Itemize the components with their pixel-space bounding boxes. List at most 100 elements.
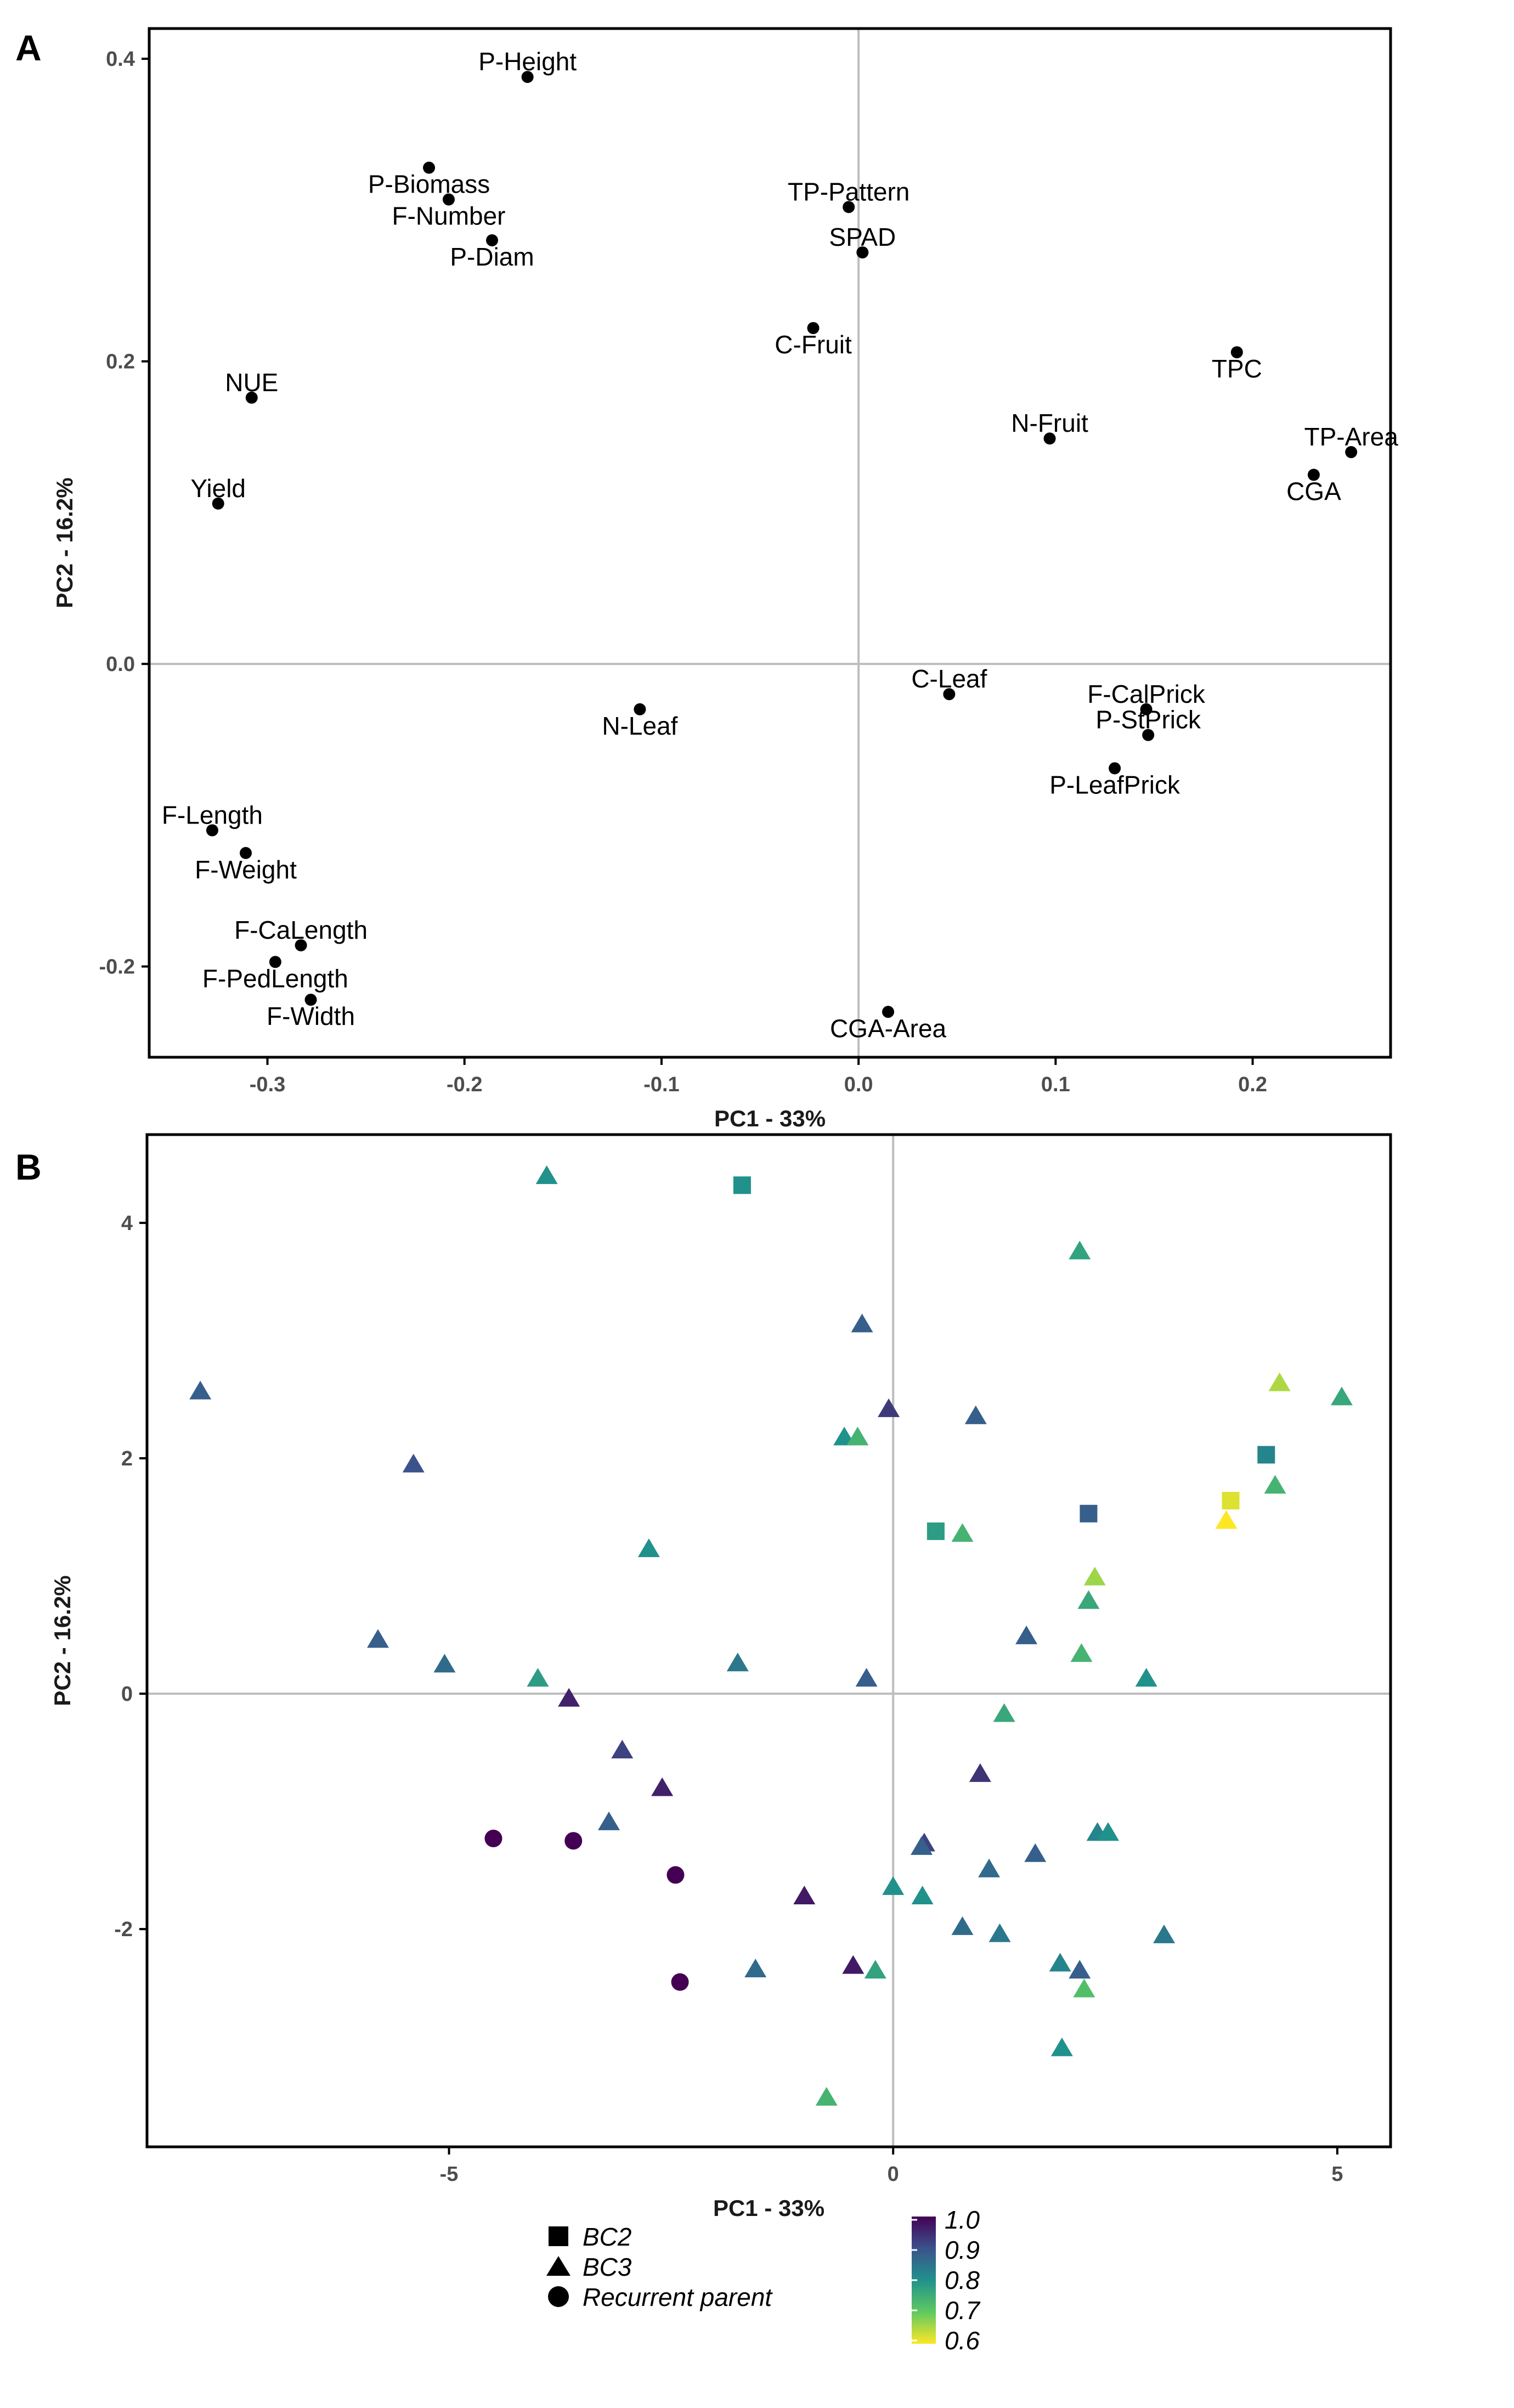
square-icon xyxy=(549,2226,568,2246)
score-point-bc3 xyxy=(1050,2037,1073,2056)
loading-label: Yield xyxy=(190,474,246,503)
score-point-recurrent-parent xyxy=(564,1832,583,1850)
circle-icon xyxy=(548,2286,569,2307)
score-point-bc2 xyxy=(1222,1492,1240,1510)
score-point-bc3 xyxy=(911,1886,934,1905)
x-tick-label: 0.1 xyxy=(1041,1073,1070,1096)
y-tick-label: 0.0 xyxy=(106,653,135,676)
score-point-bc3 xyxy=(815,2086,838,2106)
score-point-bc3 xyxy=(598,1811,620,1830)
score-point-bc3 xyxy=(1077,1590,1100,1609)
x-tick-label: -0.2 xyxy=(447,1073,482,1096)
x-tick-label: 0.2 xyxy=(1238,1073,1267,1096)
x-axis-title: PC1 - 33% xyxy=(713,2195,824,2221)
score-point-bc2 xyxy=(927,1522,945,1540)
score-point-bc3 xyxy=(988,1923,1011,1942)
y-axis-ticks: -0.2 0.0 0.2 0.4 xyxy=(99,48,149,979)
score-point-bc2 xyxy=(733,1176,751,1194)
score-point-bc3 xyxy=(433,1654,456,1673)
loading-point xyxy=(245,391,258,404)
score-point-bc3 xyxy=(793,1886,816,1905)
loading-label: C-Fruit xyxy=(775,330,852,359)
loading-label: F-Weight xyxy=(195,855,297,884)
x-axis-ticks: -0.3 -0.2 -0.1 0.0 0.1 0.2 xyxy=(250,1057,1267,1096)
loading-point xyxy=(1109,762,1121,775)
score-point-bc3 xyxy=(1330,1386,1353,1406)
score-point-bc3 xyxy=(882,1876,905,1895)
legend-bc2: BC2 xyxy=(583,2223,631,2251)
loading-point xyxy=(943,688,956,701)
loading-label: F-CaLength xyxy=(234,916,368,944)
score-point-bc3 xyxy=(1070,1643,1093,1662)
loading-point xyxy=(843,201,855,213)
colorbar-label: 0.6 xyxy=(945,2326,980,2355)
loading-label: C-Leaf xyxy=(911,664,987,693)
loading-point xyxy=(206,824,218,837)
legend-recurrent-parent: Recurrent parent xyxy=(583,2283,773,2311)
loading-label: CGA xyxy=(1286,477,1341,505)
y-axis-title: PC2 - 16.2% xyxy=(52,477,77,608)
loading-label: P-LeafPrick xyxy=(1049,770,1180,799)
loading-point xyxy=(240,847,252,859)
panel-letter-a: A xyxy=(15,27,42,68)
score-point-bc3 xyxy=(1153,1924,1176,1943)
y-tick-label: 2 xyxy=(121,1447,133,1470)
y-axis-ticks: -2 0 2 4 xyxy=(114,1212,147,1941)
score-point-recurrent-parent xyxy=(671,1973,689,1991)
plot-frame xyxy=(145,1133,1392,2148)
loading-point xyxy=(295,939,307,951)
score-point-bc3 xyxy=(951,1916,974,1935)
score-point-bc3 xyxy=(951,1523,974,1542)
y-axis-title: PC2 - 16.2% xyxy=(49,1575,75,1706)
score-points xyxy=(189,1165,1353,2106)
y-tick-label: 4 xyxy=(121,1212,133,1235)
score-point-bc3 xyxy=(1097,1822,1120,1841)
score-point-bc3 xyxy=(864,1960,886,1979)
y-tick-label: -0.2 xyxy=(99,956,135,979)
triangle-icon xyxy=(546,2256,570,2276)
score-point-bc2 xyxy=(1080,1504,1098,1522)
loading-point xyxy=(1142,729,1155,741)
loading-point xyxy=(521,71,534,83)
score-point-bc3 xyxy=(637,1538,660,1558)
score-point-bc3 xyxy=(527,1668,549,1687)
score-point-bc3 xyxy=(1015,1625,1038,1644)
loading-label: CGA-Area xyxy=(830,1014,947,1042)
loading-label: TP-Area xyxy=(1304,422,1399,451)
x-tick-label: -0.3 xyxy=(250,1073,285,1096)
score-point-bc3 xyxy=(855,1668,878,1687)
score-point-bc3 xyxy=(1069,1240,1091,1260)
color-scale-bar: 1.00.90.80.70.6 xyxy=(912,2206,980,2355)
x-tick-label: 0 xyxy=(888,2163,899,2186)
x-axis-title: PC1 - 33% xyxy=(714,1106,826,1131)
legend-bc3: BC3 xyxy=(583,2253,632,2281)
colorbar-label: 1.0 xyxy=(945,2206,980,2234)
colorbar-label: 0.7 xyxy=(945,2296,980,2325)
loading-point xyxy=(882,1006,895,1018)
score-point-bc3 xyxy=(978,1858,1001,1877)
y-tick-label: -2 xyxy=(114,1918,133,1941)
loading-label: TP-Pattern xyxy=(788,177,909,206)
loading-points: P-Height P-Biomass F-Number P-Diam TP-Patter… xyxy=(162,47,1398,1042)
loading-point xyxy=(1043,432,1056,445)
score-point-bc3 xyxy=(535,1165,558,1185)
loading-label: F-Width xyxy=(267,1002,355,1030)
score-point-bc3 xyxy=(1073,1978,1095,1998)
score-point-bc3 xyxy=(846,1426,869,1446)
loading-label: F-CalPrick xyxy=(1087,680,1206,708)
loading-label: SPAD xyxy=(829,223,896,251)
loading-point xyxy=(486,234,499,247)
score-point-bc3 xyxy=(1264,1475,1286,1494)
y-tick-label: 0 xyxy=(121,1683,133,1706)
x-tick-label: -0.1 xyxy=(643,1073,679,1096)
x-tick-label: 5 xyxy=(1331,2163,1343,2186)
loading-point xyxy=(212,497,224,510)
score-point-bc3 xyxy=(402,1453,425,1473)
loading-label: P-StPrick xyxy=(1095,706,1201,734)
x-tick-label: 0.0 xyxy=(844,1073,873,1096)
score-point-bc2 xyxy=(1257,1446,1275,1464)
score-point-bc3 xyxy=(851,1313,873,1333)
panel-b-scores-plot: -5 0 5 -2 0 2 4 PC1 - 33% PC2 - 16.2% xyxy=(49,1133,1392,2221)
loading-label: P-Biomass xyxy=(368,170,490,199)
loading-label: TPC xyxy=(1212,354,1262,383)
